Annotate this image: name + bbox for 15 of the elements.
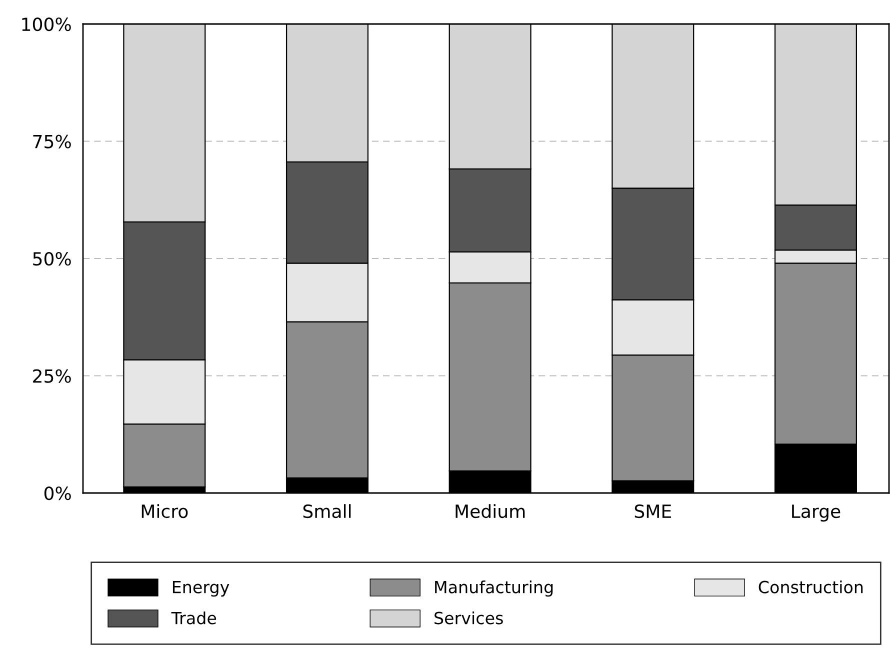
- y-tick-label: 75%: [33, 134, 71, 148]
- legend-label: Services: [434, 611, 503, 624]
- y-tick-label: 100%: [22, 17, 71, 32]
- x-tick-label: Micro: [142, 504, 188, 518]
- y-tick-label: 25%: [33, 369, 71, 383]
- y-tick-label: 0%: [44, 486, 71, 500]
- legend-label: Energy: [172, 580, 230, 597]
- x-tick-label: Large: [792, 504, 840, 522]
- legend-label: Manufacturing: [435, 580, 553, 597]
- legend-label: Trade: [171, 611, 216, 624]
- x-tick-label: Medium: [456, 504, 525, 518]
- y-tick-label: 50%: [33, 252, 71, 266]
- legend-label: Construction: [758, 580, 863, 594]
- x-tick-label: SME: [634, 504, 671, 518]
- x-tick-label: Small: [303, 504, 351, 518]
